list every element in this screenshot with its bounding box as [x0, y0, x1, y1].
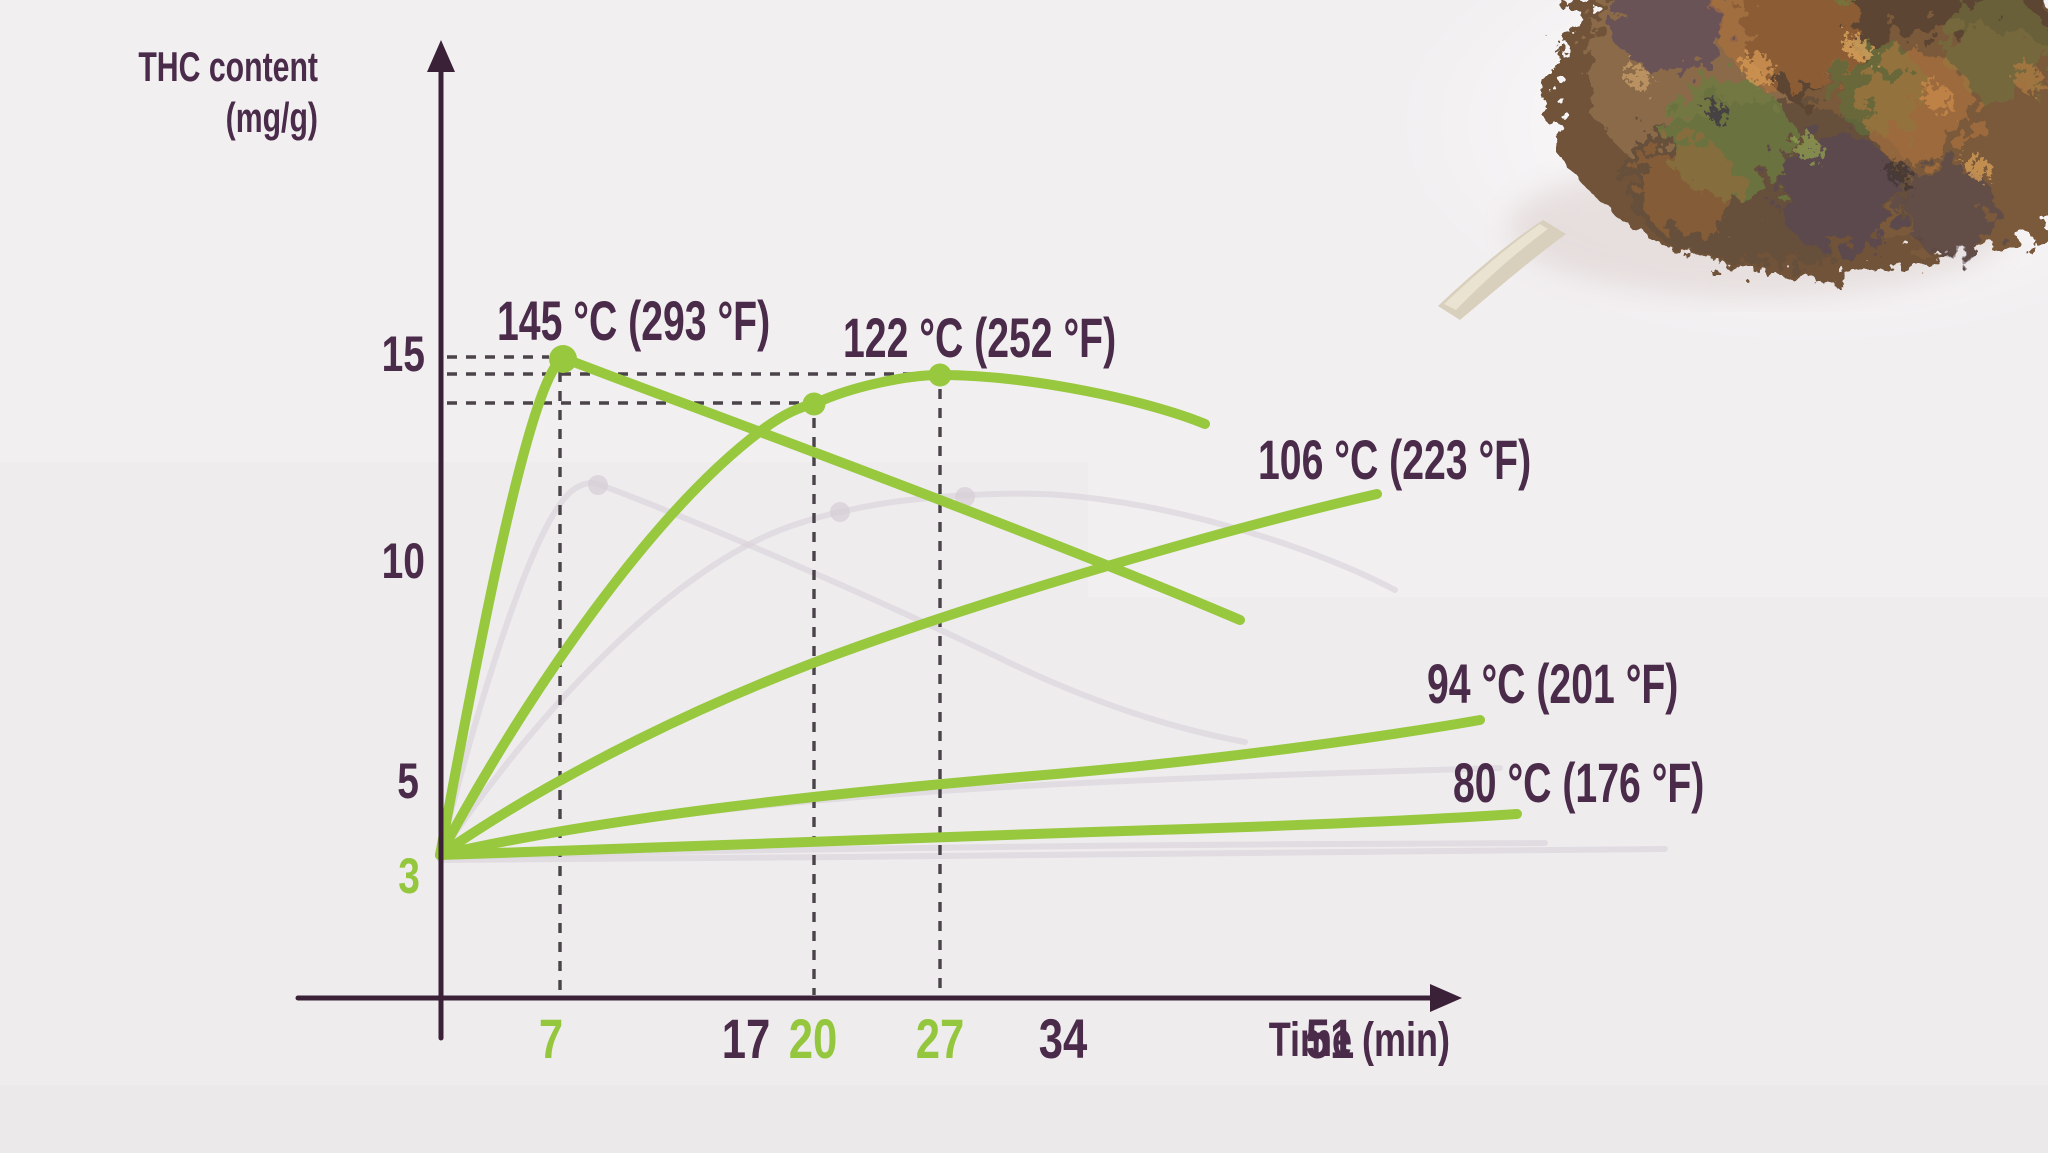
x-axis-arrowhead [1430, 984, 1462, 1012]
peak-dot-122c-27min [928, 363, 952, 387]
dot-122c-20min [802, 392, 826, 416]
x-tick-17: 17 [722, 1008, 771, 1070]
curve-106c [435, 489, 1382, 860]
ghost-marker [588, 475, 608, 495]
dashed-guides [447, 355, 942, 995]
ghost-marker [955, 487, 975, 507]
curve-label-122c: 122 °C (252 °F) [843, 307, 1116, 370]
background-ghost-curves [437, 475, 1668, 863]
bud-stem [1438, 220, 1566, 320]
y-tick-10: 10 [382, 532, 425, 589]
y-tick-15: 15 [382, 325, 425, 382]
x-tick-20: 20 [789, 1008, 838, 1070]
y-axis-title-line2: (mg/g) [226, 94, 318, 141]
y-tick-5: 5 [397, 752, 419, 809]
y-tick-3: 3 [398, 847, 420, 904]
y-axis-title-line1: THC content [138, 43, 318, 90]
peak-dot-145c-7min [549, 345, 577, 373]
ghost-marker [830, 502, 850, 522]
curve-label-80c: 80 °C (176 °F) [1453, 752, 1704, 815]
x-tick-51: 51 [1306, 1008, 1355, 1070]
x-tick-27: 27 [916, 1008, 965, 1070]
curve-94c [435, 715, 1485, 860]
bud-texture-speckles [1626, 0, 2042, 185]
curve-label-106c: 106 °C (223 °F) [1258, 429, 1531, 492]
x-tick-34: 34 [1039, 1008, 1088, 1070]
y-axis-arrowhead [427, 40, 455, 72]
x-axis-title: Time (min) [1269, 1013, 1450, 1066]
curve-label-145c: 145 °C (293 °F) [497, 290, 770, 353]
axes [295, 40, 1462, 1041]
cannabis-bud-photo [1438, 0, 2048, 320]
x-tick-7: 7 [539, 1008, 563, 1070]
curve-label-94c: 94 °C (201 °F) [1427, 653, 1678, 716]
marked-points [549, 345, 952, 416]
bud-body [1550, 0, 2048, 276]
curve-80c [435, 809, 1522, 860]
